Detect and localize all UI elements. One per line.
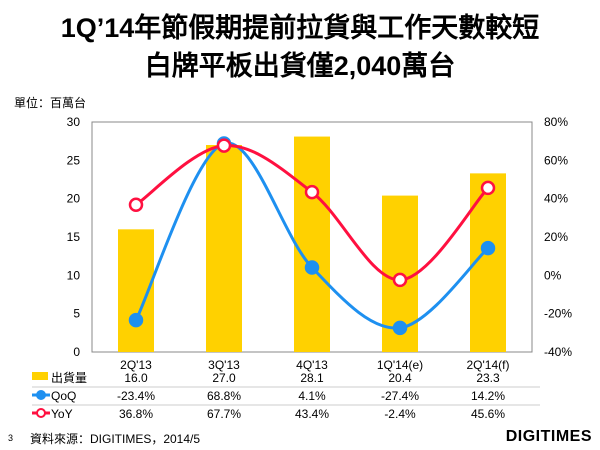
legend-label: QoQ — [51, 389, 76, 403]
left-tick-label: 0 — [73, 345, 80, 359]
right-tick-label: 60% — [544, 153, 568, 167]
legend-marker — [36, 390, 46, 400]
table-cell: -27.4% — [381, 389, 419, 403]
right-tick-label: 20% — [544, 230, 568, 244]
legend-label: 出貨量 — [51, 370, 87, 385]
qoq-point — [480, 240, 496, 256]
table-cell: -23.4% — [117, 389, 155, 403]
left-tick-label: 5 — [73, 307, 80, 321]
bar — [206, 145, 242, 352]
yoy-point — [216, 138, 232, 153]
table-cell: 20.4 — [388, 371, 412, 385]
page-number: 3 — [8, 433, 14, 443]
qoq-point — [128, 312, 144, 328]
left-tick-label: 20 — [67, 192, 81, 206]
left-tick-label: 25 — [67, 153, 81, 167]
qoq-point — [304, 260, 320, 275]
right-tick-label: 80% — [544, 115, 568, 129]
legend-label: YoY — [51, 407, 73, 421]
x-tick-label: 2Q'14(f) — [467, 358, 510, 372]
x-tick-label: 4Q'13 — [296, 358, 328, 372]
bar — [294, 136, 330, 352]
right-tick-label: -20% — [544, 307, 572, 321]
left-tick-label: 30 — [67, 115, 81, 129]
right-tick-label: 40% — [544, 192, 568, 206]
table-cell: 36.8% — [119, 407, 153, 421]
yoy-point — [304, 184, 320, 200]
unit-label: 單位：百萬台 — [14, 96, 87, 110]
qoq-point — [392, 320, 408, 336]
legend-marker — [36, 408, 46, 418]
table-cell: 45.6% — [471, 407, 505, 421]
title-line-2: 白牌平板出貨僅2,040萬台 — [144, 51, 456, 81]
digitimes-logo: DIGITIMES — [505, 428, 592, 445]
table-cell: 43.4% — [295, 407, 329, 421]
table-cell: 68.8% — [207, 389, 241, 403]
legend-bar-swatch — [32, 372, 48, 380]
yoy-point — [392, 272, 408, 288]
table-cell: 14.2% — [471, 389, 505, 403]
x-tick-label: 1Q'14(e) — [377, 358, 423, 372]
x-tick-label: 3Q'13 — [208, 358, 240, 372]
table-cell: -2.4% — [384, 407, 416, 421]
x-tick-label: 2Q'13 — [120, 358, 152, 372]
qoq-line — [134, 141, 490, 330]
table-cell: 23.3 — [476, 371, 500, 385]
source-note: 資料來源：DIGITIMES，2014/5 — [30, 432, 201, 446]
yoy-point — [128, 197, 144, 213]
yoy-point — [480, 180, 496, 196]
right-tick-label: -40% — [544, 345, 572, 359]
left-tick-label: 10 — [67, 268, 81, 282]
left-tick-label: 15 — [67, 230, 81, 244]
table-cell: 67.7% — [207, 407, 241, 421]
table-cell: 4.1% — [298, 389, 326, 403]
table-cell: 28.1 — [300, 371, 324, 385]
right-tick-label: 0% — [544, 268, 562, 282]
table-cell: 16.0 — [124, 371, 148, 385]
title-line-1: 1Q’14年節假期提前拉貨與工作天數較短 — [60, 13, 540, 43]
table-cell: 27.0 — [212, 371, 236, 385]
